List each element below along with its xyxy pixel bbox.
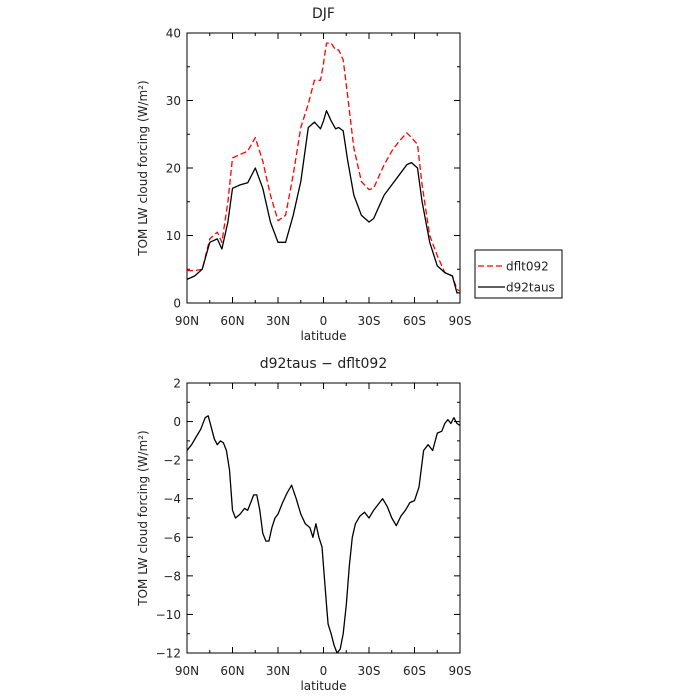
y-axis-label: TOM LW cloud forcing (W/m²) [136, 430, 150, 607]
y-tick-label: −6 [163, 531, 181, 545]
legend-box [474, 249, 563, 299]
y-tick-label: 30 [166, 94, 181, 108]
bottom-panel-difference: d92taus − dflt092 2 0 −2 −4 −6 −8 −10 −12 90N 60N 3… [136, 356, 471, 693]
y-tick-label: 0 [173, 415, 181, 429]
x-tick-label: 30S [358, 314, 381, 328]
series-line-dflt092 [187, 42, 461, 292]
legend-label: d92taus [506, 281, 555, 295]
y-tick-label: −12 [156, 647, 181, 661]
x-tick-label: 30S [358, 664, 381, 678]
x-tick-label: 60S [403, 664, 426, 678]
y-tick-label: 20 [166, 162, 181, 176]
x-tick-label: 30N [266, 314, 290, 328]
y-tick-label: 10 [166, 229, 181, 243]
y-tick-label: 0 [173, 297, 181, 311]
y-tick-label: −2 [163, 454, 181, 468]
plot-frame [186, 32, 461, 304]
y-tick-label: −4 [163, 492, 181, 506]
series-line-d92taus [186, 109, 460, 294]
legend-label: dflt092 [506, 260, 549, 274]
x-tick-label: 90S [449, 314, 472, 328]
x-tick-label: 0 [320, 314, 328, 328]
x-tick-label: 60S [403, 314, 426, 328]
x-tick-label: 30N [266, 664, 290, 678]
series-line-series-1 [186, 415, 461, 654]
x-tick-label: 0 [320, 664, 328, 678]
y-tick-label: −8 [163, 569, 181, 583]
x-axis-label: latitude [300, 679, 346, 693]
chart-title: DJF [312, 6, 335, 22]
y-axis-label: TOM LW cloud forcing (W/m²) [136, 80, 150, 257]
y-tick-label: 2 [173, 377, 181, 391]
top-panel-djf: DJF 0 10 20 30 40 90N 60N 30N 0 30S 60S 90S latitude T… [136, 6, 563, 343]
y-tick-label: −10 [156, 608, 181, 622]
x-tick-label: 60N [220, 314, 244, 328]
plot-frame [186, 382, 461, 654]
chart-title: d92taus − dflt092 [260, 356, 387, 372]
y-tick-label: 40 [166, 27, 181, 41]
x-axis-label: latitude [300, 329, 346, 343]
x-tick-label: 60N [220, 664, 244, 678]
x-tick-label: 90S [449, 664, 472, 678]
x-tick-label: 90N [175, 664, 199, 678]
x-tick-label: 90N [175, 314, 199, 328]
